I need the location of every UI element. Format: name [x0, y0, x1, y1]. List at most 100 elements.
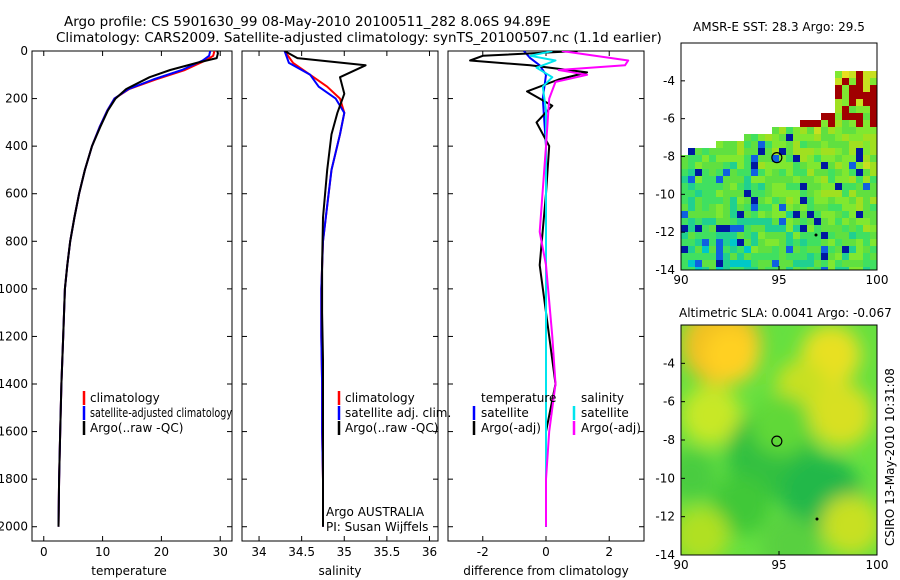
sst-cell — [709, 225, 716, 232]
sst-cell — [695, 190, 702, 197]
sst-cell — [758, 246, 765, 253]
sst-cell — [821, 148, 828, 155]
sst-cell — [751, 267, 758, 270]
sst-cell — [772, 246, 779, 253]
figure-title-line2: Climatology: CARS2009. Satellite-adjuste… — [56, 30, 662, 46]
sst-cell — [744, 246, 751, 253]
sst-cell — [772, 127, 779, 134]
sst-cell — [807, 134, 814, 141]
sst-cell — [744, 176, 751, 183]
diff-xtick-label: -2 — [477, 545, 489, 559]
sst-cell — [779, 253, 786, 260]
sst-cell — [856, 211, 863, 218]
sst-cell — [744, 197, 751, 204]
sst-cell — [765, 218, 772, 225]
sst-cell — [849, 232, 856, 239]
sst-cell — [856, 127, 863, 134]
sst-cell — [807, 127, 814, 134]
sst-cell — [702, 155, 709, 162]
sst-cell — [737, 176, 744, 183]
sst-cells — [681, 71, 877, 270]
argo-pi-annotation: PI: Susan Wijffels — [326, 520, 428, 534]
sst-map-title: AMSR-E SST: 28.3 Argo: 29.5 — [693, 20, 865, 34]
sst-cell — [737, 218, 744, 225]
sst-cell — [870, 162, 877, 169]
temperature-xlabel: temperature — [91, 564, 166, 578]
sst-cell — [856, 71, 863, 78]
sst-cell — [800, 190, 807, 197]
sst-cell — [828, 246, 835, 253]
sst-cell — [800, 134, 807, 141]
sst-cell — [681, 232, 688, 239]
sst-cell — [793, 155, 800, 162]
sst-cell — [828, 176, 835, 183]
sst-cell — [835, 246, 842, 253]
legend-label-sal-climatology: climatology — [345, 391, 415, 405]
sst-cell — [856, 85, 863, 92]
sst-cell — [716, 239, 723, 246]
sst-cell — [765, 267, 772, 270]
sst-cell — [870, 120, 877, 127]
sst-cell — [765, 253, 772, 260]
sst-cell — [751, 239, 758, 246]
sst-cell — [751, 190, 758, 197]
sst-cell — [821, 176, 828, 183]
sst-cell — [863, 169, 870, 176]
sst-cell — [849, 141, 856, 148]
sst-cell — [856, 260, 863, 267]
sla-blob — [681, 449, 717, 501]
sst-cell — [716, 246, 723, 253]
legend-label-temp-argo: Argo(-adj) — [481, 421, 541, 435]
sst-cell — [814, 225, 821, 232]
sst-cell — [870, 78, 877, 85]
sst-cell — [870, 232, 877, 239]
sst-cell — [842, 141, 849, 148]
sst-cell — [800, 253, 807, 260]
sst-cell — [730, 141, 737, 148]
sst-cell — [800, 169, 807, 176]
sst-cell — [863, 183, 870, 190]
sst-cell — [723, 239, 730, 246]
sst-cell — [744, 267, 751, 270]
sst-cell — [821, 141, 828, 148]
sst-cell — [779, 190, 786, 197]
sst-cell — [786, 169, 793, 176]
sst-cell — [793, 162, 800, 169]
sst-cell — [681, 260, 688, 267]
sst-cell — [758, 141, 765, 148]
legend-label-climatology: climatology — [90, 391, 160, 405]
sst-cell — [793, 232, 800, 239]
sst-cell — [807, 162, 814, 169]
sst-cell — [681, 190, 688, 197]
sst-cell — [786, 134, 793, 141]
sst_map-ytick-label: -12 — [655, 225, 675, 239]
sst-cell — [702, 183, 709, 190]
sst_map-ytick-label: -6 — [663, 112, 675, 126]
sst-cell — [709, 162, 716, 169]
sst-cell — [842, 267, 849, 270]
sst-cell — [779, 183, 786, 190]
sst-cell — [695, 169, 702, 176]
sst-cell — [856, 99, 863, 106]
difference-xlabel: difference from climatology — [463, 564, 629, 578]
sst-cell — [744, 162, 751, 169]
sst_map-xtick-label: 90 — [673, 273, 688, 287]
sst-cell — [807, 260, 814, 267]
sst-cell — [856, 148, 863, 155]
sst-cell — [779, 260, 786, 267]
sst-cell — [863, 211, 870, 218]
sst-cell — [828, 260, 835, 267]
sst-cell — [821, 190, 828, 197]
sst-cell — [786, 190, 793, 197]
sst-cell — [758, 239, 765, 246]
sst-cell — [800, 246, 807, 253]
sst-cell — [842, 260, 849, 267]
sst-cell — [849, 71, 856, 78]
sst-cell — [849, 106, 856, 113]
sst-cell — [842, 92, 849, 99]
sst-cell — [842, 211, 849, 218]
sla_map-ytick-label: -6 — [663, 395, 675, 409]
sst-cell — [730, 183, 737, 190]
sst-cell — [695, 253, 702, 260]
legend-label-sal-argo-adj: Argo(-adj) — [581, 421, 641, 435]
